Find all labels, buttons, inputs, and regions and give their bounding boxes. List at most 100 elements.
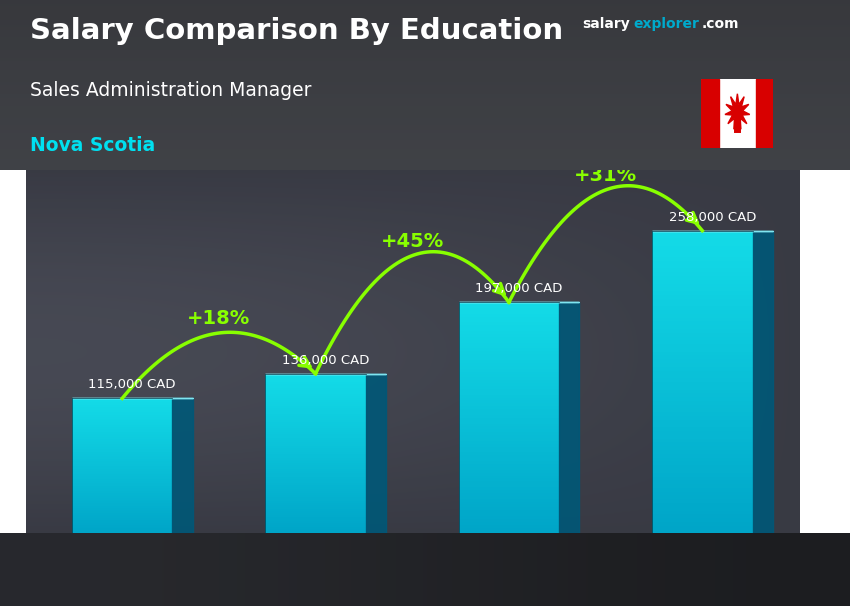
Bar — [459, 487, 559, 490]
Bar — [72, 471, 173, 473]
Bar — [72, 417, 173, 419]
Bar — [652, 420, 752, 424]
Bar — [265, 438, 366, 439]
Text: 115,000 CAD: 115,000 CAD — [88, 378, 176, 391]
Bar — [652, 238, 752, 242]
Bar — [265, 513, 366, 515]
Bar — [652, 310, 752, 314]
Bar — [652, 306, 752, 310]
Bar — [72, 434, 173, 436]
Bar — [72, 447, 173, 449]
Bar — [652, 276, 752, 280]
Bar — [652, 367, 752, 371]
Bar — [459, 322, 559, 325]
Bar — [265, 430, 366, 431]
Text: 258,000 CAD: 258,000 CAD — [669, 211, 756, 224]
Bar — [459, 371, 559, 375]
Bar — [459, 357, 559, 360]
Bar — [459, 308, 559, 311]
Bar — [652, 382, 752, 386]
Bar — [459, 317, 559, 319]
Bar — [72, 525, 173, 527]
Bar — [72, 415, 173, 417]
Bar — [652, 469, 752, 473]
Bar — [459, 493, 559, 496]
Bar — [72, 520, 173, 522]
Bar — [265, 411, 366, 414]
Bar — [265, 505, 366, 507]
Bar — [652, 325, 752, 329]
Bar — [265, 404, 366, 405]
Bar — [459, 476, 559, 478]
Bar — [459, 354, 559, 357]
Bar — [652, 405, 752, 408]
Bar — [652, 359, 752, 363]
Bar — [652, 401, 752, 405]
Bar — [72, 518, 173, 520]
Text: explorer: explorer — [633, 17, 699, 31]
Bar — [72, 407, 173, 408]
Bar — [652, 344, 752, 348]
Bar — [72, 491, 173, 493]
Bar — [459, 424, 559, 427]
Bar — [652, 348, 752, 351]
Text: Master's
Degree: Master's Degree — [674, 547, 730, 578]
Polygon shape — [366, 374, 386, 533]
Bar — [459, 351, 559, 354]
Bar — [265, 425, 366, 428]
Bar — [459, 342, 559, 345]
Bar — [652, 473, 752, 476]
Bar — [72, 488, 173, 490]
Bar — [72, 412, 173, 413]
Bar — [265, 495, 366, 498]
Bar — [72, 522, 173, 523]
Text: 136,000 CAD: 136,000 CAD — [282, 354, 369, 367]
Bar — [652, 390, 752, 393]
Bar — [459, 302, 559, 305]
Bar — [265, 418, 366, 419]
Bar — [652, 518, 752, 522]
Bar — [72, 400, 173, 402]
Text: +31%: +31% — [574, 166, 638, 185]
Bar — [265, 470, 366, 471]
Bar — [72, 413, 173, 415]
Bar — [459, 380, 559, 383]
Bar — [265, 476, 366, 478]
Bar — [652, 393, 752, 397]
Bar — [652, 458, 752, 461]
Bar — [652, 375, 752, 378]
Polygon shape — [725, 94, 750, 129]
Polygon shape — [559, 302, 580, 533]
Bar — [459, 409, 559, 412]
Bar — [265, 419, 366, 422]
Bar — [72, 452, 173, 454]
Bar — [459, 331, 559, 334]
Bar — [652, 272, 752, 276]
Bar — [459, 386, 559, 389]
Bar — [265, 531, 366, 533]
Bar — [459, 444, 559, 447]
Polygon shape — [752, 231, 773, 533]
Bar — [72, 451, 173, 452]
Bar — [72, 464, 173, 466]
Bar — [72, 466, 173, 467]
Bar — [265, 515, 366, 518]
Bar — [652, 522, 752, 526]
Bar — [72, 442, 173, 444]
Bar — [652, 231, 752, 235]
Bar — [652, 408, 752, 412]
Bar — [652, 246, 752, 250]
Bar — [72, 494, 173, 496]
Bar — [265, 416, 366, 418]
Bar — [459, 458, 559, 461]
Bar — [652, 431, 752, 435]
Bar — [265, 499, 366, 501]
Bar — [459, 481, 559, 484]
Bar — [652, 378, 752, 382]
Bar — [72, 424, 173, 425]
Bar — [265, 487, 366, 490]
Bar — [459, 421, 559, 424]
Bar — [265, 378, 366, 380]
Bar — [652, 481, 752, 484]
Bar — [72, 462, 173, 464]
